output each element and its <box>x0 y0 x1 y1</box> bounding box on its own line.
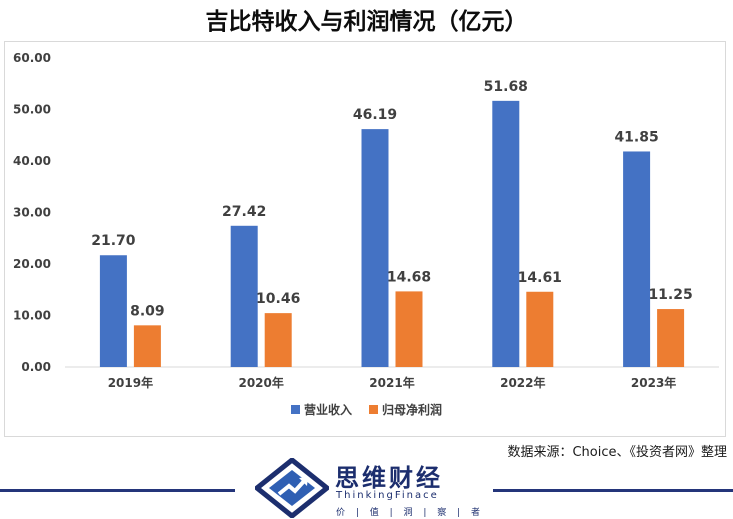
bar-net-profit <box>395 291 423 367</box>
x-tick-label: 2020年 <box>238 375 283 390</box>
data-label: 8.09 <box>130 303 165 319</box>
bar-revenue <box>623 151 651 367</box>
chart-area: 0.00 10.00 20.00 30.00 40.00 50.00 60.00 21.70 2… <box>4 41 726 437</box>
y-tick-label: 20.00 <box>13 257 51 271</box>
data-label: 11.25 <box>648 287 692 303</box>
x-tick-label: 2022年 <box>500 375 545 390</box>
data-label: 51.68 <box>484 79 528 95</box>
brand-english-name: ThinkingFinace <box>336 490 439 501</box>
y-tick-label: 60.00 <box>13 51 51 65</box>
legend-swatch <box>369 405 378 414</box>
data-label: 27.42 <box>222 204 266 220</box>
brand-logo-icon <box>255 458 329 518</box>
chart-title: 吉比特收入与利润情况（亿元） <box>205 9 528 35</box>
y-tick-label: 0.00 <box>21 360 51 374</box>
bar-chart: 0.00 10.00 20.00 30.00 40.00 50.00 60.00 21.70 2… <box>13 51 719 417</box>
legend-swatch <box>291 405 300 414</box>
bar-net-profit <box>657 309 685 367</box>
bar-net-profit <box>264 313 292 367</box>
y-tick-label: 30.00 <box>13 206 51 220</box>
x-tick-label: 2021年 <box>369 375 414 390</box>
data-label: 14.61 <box>518 270 562 286</box>
bar-net-profit <box>526 291 554 367</box>
x-tick-label: 2023年 <box>631 375 676 390</box>
bar-revenue <box>492 100 520 368</box>
logo-divider-right <box>493 489 733 492</box>
data-label: 10.46 <box>256 291 300 307</box>
bar-revenue <box>99 255 127 367</box>
data-label: 14.68 <box>387 269 431 285</box>
bar-net-profit <box>133 325 161 367</box>
data-label: 46.19 <box>353 107 397 123</box>
legend-label: 归母净利润 <box>382 402 442 417</box>
source-note: 数据来源：Choice、《投资者网》整理 <box>507 445 727 460</box>
logo-divider-left <box>0 489 235 492</box>
legend-label: 营业收入 <box>304 402 352 417</box>
data-label: 21.70 <box>91 233 136 249</box>
y-tick-label: 50.00 <box>13 103 51 117</box>
y-tick-label: 40.00 <box>13 154 51 168</box>
y-tick-label: 10.00 <box>13 309 51 323</box>
data-label: 41.85 <box>614 129 658 145</box>
bar-revenue <box>361 129 389 367</box>
x-tick-label: 2019年 <box>108 375 153 390</box>
brand-slogan: 价 | 值 | 洞 | 察 | 者 <box>336 508 485 518</box>
bar-revenue <box>230 225 258 367</box>
brand-name: 思维财经 <box>335 464 443 492</box>
